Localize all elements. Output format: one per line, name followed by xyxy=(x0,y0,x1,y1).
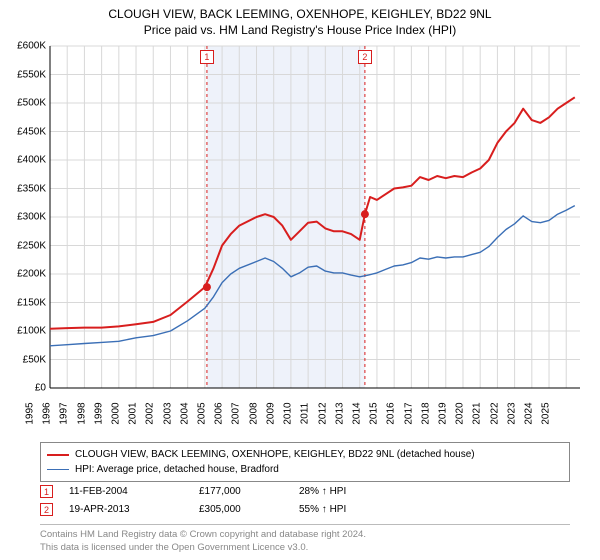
y-tick-label: £550K xyxy=(17,69,46,80)
x-tick-label: 1999 xyxy=(93,394,104,434)
x-tick-label: 2024 xyxy=(524,394,535,434)
x-tick-label: 2001 xyxy=(128,394,139,434)
legend-swatch-2 xyxy=(47,469,69,470)
chart-svg xyxy=(50,46,580,406)
legend-label-1: CLOUGH VIEW, BACK LEEMING, OXENHOPE, KEI… xyxy=(75,449,475,460)
event-row: 2 19-APR-2013 £305,000 55% ↑ HPI xyxy=(40,500,570,518)
x-tick-label: 2008 xyxy=(248,394,259,434)
event-row: 1 11-FEB-2004 £177,000 28% ↑ HPI xyxy=(40,482,570,500)
legend-row: CLOUGH VIEW, BACK LEEMING, OXENHOPE, KEI… xyxy=(47,447,563,462)
x-tick-label: 2004 xyxy=(179,394,190,434)
x-tick-label: 2018 xyxy=(420,394,431,434)
y-tick-label: £0 xyxy=(35,383,46,394)
legend-swatch-1 xyxy=(47,454,69,456)
x-tick-label: 2014 xyxy=(351,394,362,434)
x-tick-label: 2010 xyxy=(283,394,294,434)
footer: Contains HM Land Registry data © Crown c… xyxy=(40,524,570,555)
x-tick-label: 2015 xyxy=(369,394,380,434)
sale-marker-2: 2 xyxy=(358,50,372,64)
x-tick-label: 2005 xyxy=(197,394,208,434)
x-tick-label: 2019 xyxy=(437,394,448,434)
x-tick-label: 2023 xyxy=(506,394,517,434)
x-tick-label: 1996 xyxy=(42,394,53,434)
event-marker-2: 2 xyxy=(40,503,53,516)
event-date: 19-APR-2013 xyxy=(69,504,199,515)
y-tick-label: £250K xyxy=(17,240,46,251)
x-tick-label: 2003 xyxy=(162,394,173,434)
x-tick-label: 2006 xyxy=(214,394,225,434)
y-tick-label: £50K xyxy=(23,354,46,365)
event-price: £177,000 xyxy=(199,486,299,497)
x-tick-label: 2007 xyxy=(231,394,242,434)
chart-title: CLOUGH VIEW, BACK LEEMING, OXENHOPE, KEI… xyxy=(0,0,600,38)
y-tick-label: £500K xyxy=(17,98,46,109)
x-tick-label: 2011 xyxy=(300,394,311,434)
x-tick-label: 2000 xyxy=(111,394,122,434)
x-tick-label: 2009 xyxy=(265,394,276,434)
x-tick-label: 2002 xyxy=(145,394,156,434)
event-marker-1: 1 xyxy=(40,485,53,498)
footer-line1: Contains HM Land Registry data © Crown c… xyxy=(40,529,570,542)
y-tick-label: £100K xyxy=(17,326,46,337)
x-tick-label: 2012 xyxy=(317,394,328,434)
x-tick-label: 2016 xyxy=(386,394,397,434)
y-tick-label: £600K xyxy=(17,41,46,52)
x-tick-label: 1995 xyxy=(25,394,36,434)
x-tick-label: 2017 xyxy=(403,394,414,434)
event-price: £305,000 xyxy=(199,504,299,515)
x-tick-label: 1997 xyxy=(59,394,70,434)
event-pct: 28% ↑ HPI xyxy=(299,486,419,497)
event-pct: 55% ↑ HPI xyxy=(299,504,419,515)
x-tick-label: 2025 xyxy=(541,394,552,434)
legend-row: HPI: Average price, detached house, Brad… xyxy=(47,462,563,477)
chart-container: CLOUGH VIEW, BACK LEEMING, OXENHOPE, KEI… xyxy=(0,0,600,560)
y-tick-label: £300K xyxy=(17,212,46,223)
legend-label-2: HPI: Average price, detached house, Brad… xyxy=(75,464,279,475)
y-tick-label: £350K xyxy=(17,183,46,194)
sale-marker-1: 1 xyxy=(200,50,214,64)
title-line1: CLOUGH VIEW, BACK LEEMING, OXENHOPE, KEI… xyxy=(0,6,600,22)
event-date: 11-FEB-2004 xyxy=(69,486,199,497)
chart-area: 1995199619971998199920002001200220032004… xyxy=(50,46,580,406)
y-tick-label: £450K xyxy=(17,126,46,137)
x-tick-label: 1998 xyxy=(76,394,87,434)
y-tick-label: £150K xyxy=(17,297,46,308)
title-line2: Price paid vs. HM Land Registry's House … xyxy=(0,22,600,38)
x-tick-label: 2020 xyxy=(455,394,466,434)
footer-line2: This data is licensed under the Open Gov… xyxy=(40,542,570,555)
events-table: 1 11-FEB-2004 £177,000 28% ↑ HPI 2 19-AP… xyxy=(40,482,570,518)
x-tick-label: 2021 xyxy=(472,394,483,434)
x-tick-label: 2013 xyxy=(334,394,345,434)
y-tick-label: £200K xyxy=(17,269,46,280)
x-tick-label: 2022 xyxy=(489,394,500,434)
legend: CLOUGH VIEW, BACK LEEMING, OXENHOPE, KEI… xyxy=(40,442,570,482)
y-tick-label: £400K xyxy=(17,155,46,166)
